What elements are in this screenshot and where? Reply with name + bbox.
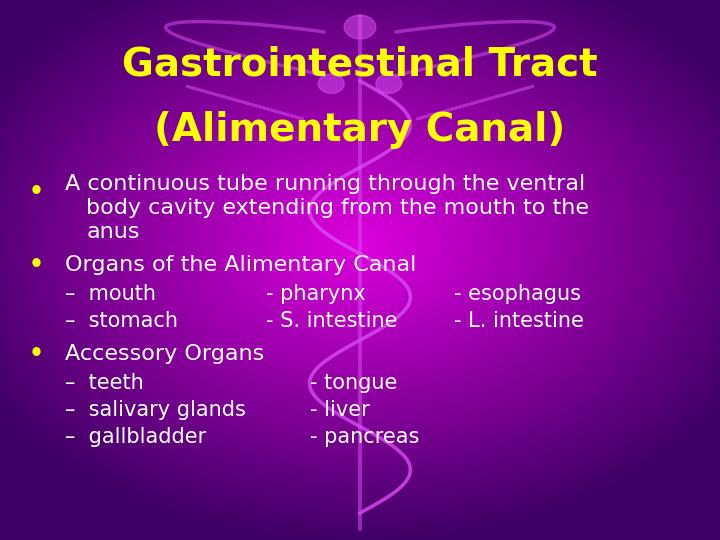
Text: - tongue: - tongue	[310, 373, 397, 394]
Text: - pancreas: - pancreas	[310, 427, 419, 448]
Text: Gastrointestinal Tract: Gastrointestinal Tract	[122, 46, 598, 84]
Text: - pharynx: - pharynx	[266, 284, 366, 305]
Text: •: •	[29, 342, 44, 366]
Text: Accessory Organs: Accessory Organs	[65, 343, 264, 364]
Text: –  salivary glands: – salivary glands	[65, 400, 246, 421]
Circle shape	[318, 74, 344, 93]
Text: - esophagus: - esophagus	[454, 284, 580, 305]
Text: A continuous tube running through the ventral: A continuous tube running through the ve…	[65, 173, 585, 194]
Text: •: •	[29, 253, 44, 276]
Circle shape	[344, 15, 376, 39]
Text: anus: anus	[86, 222, 140, 242]
Text: Organs of the Alimentary Canal: Organs of the Alimentary Canal	[65, 254, 416, 275]
Text: –  gallbladder: – gallbladder	[65, 427, 206, 448]
Text: •: •	[29, 180, 44, 204]
Text: (Alimentary Canal): (Alimentary Canal)	[154, 111, 566, 148]
Text: - S. intestine: - S. intestine	[266, 311, 398, 332]
Text: - L. intestine: - L. intestine	[454, 311, 583, 332]
Text: –  stomach: – stomach	[65, 311, 178, 332]
Text: body cavity extending from the mouth to the: body cavity extending from the mouth to …	[86, 198, 590, 218]
Circle shape	[376, 74, 402, 93]
Text: –  mouth: – mouth	[65, 284, 156, 305]
Text: - liver: - liver	[310, 400, 369, 421]
Text: –  teeth: – teeth	[65, 373, 143, 394]
